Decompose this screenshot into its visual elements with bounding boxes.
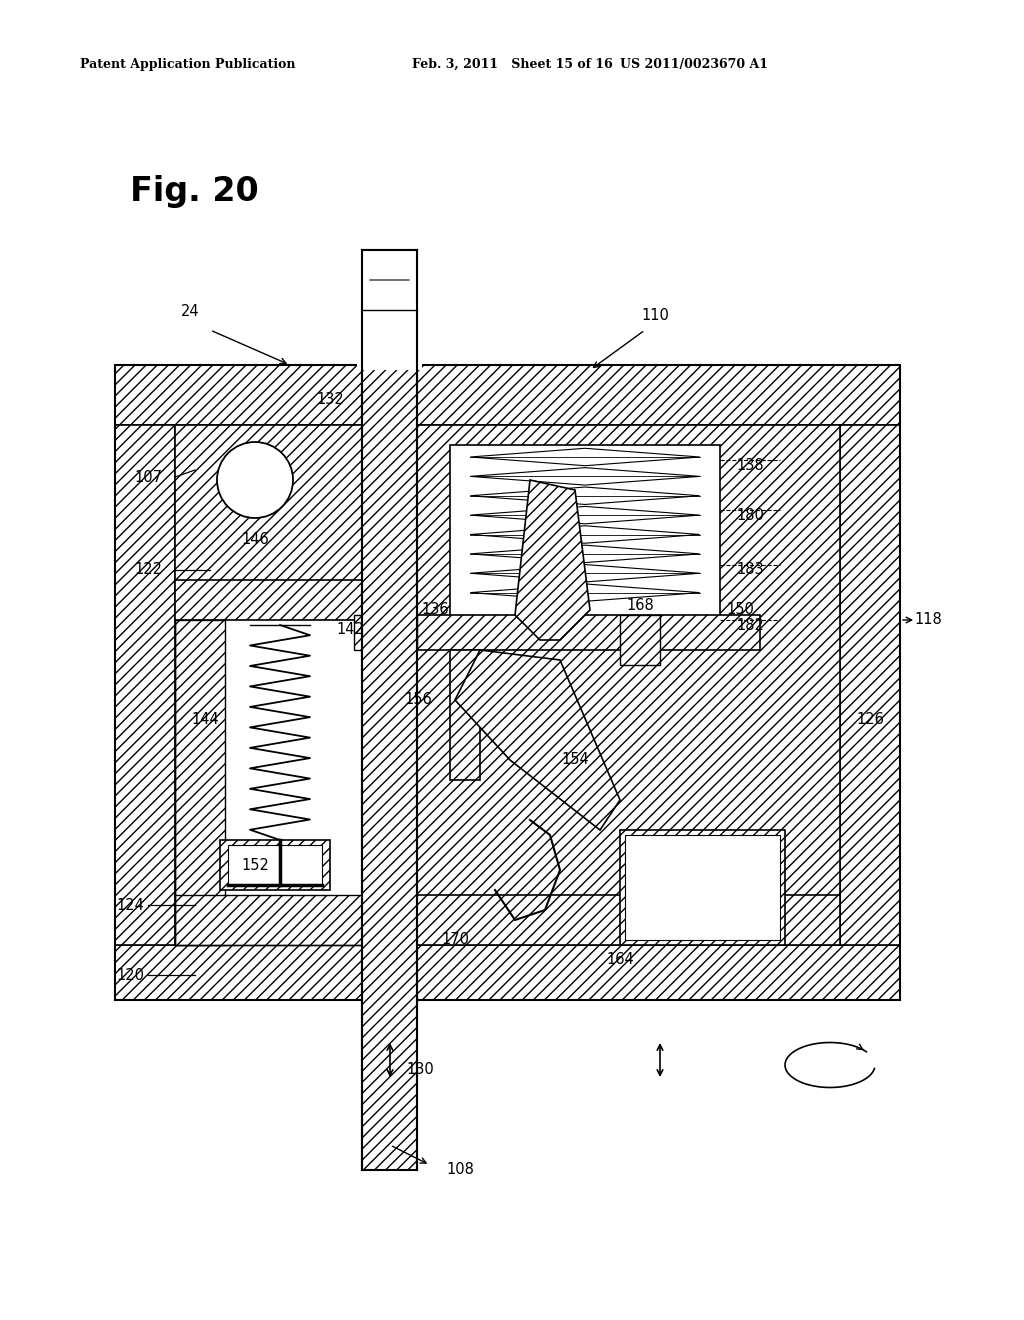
Bar — [354, 615, 417, 649]
Text: 168: 168 — [626, 598, 654, 612]
Text: Feb. 3, 2011   Sheet 15 of 16: Feb. 3, 2011 Sheet 15 of 16 — [412, 58, 612, 71]
Circle shape — [217, 442, 293, 517]
Bar — [362, 560, 392, 601]
Text: 136: 136 — [421, 602, 449, 618]
Polygon shape — [515, 480, 590, 640]
Bar — [417, 895, 840, 945]
Text: 152: 152 — [241, 858, 269, 873]
Bar — [450, 445, 720, 620]
Text: 164: 164 — [606, 953, 634, 968]
Bar — [175, 620, 362, 945]
Bar — [175, 620, 225, 945]
Text: 130: 130 — [407, 1063, 434, 1077]
Bar — [840, 425, 900, 945]
Bar — [115, 945, 900, 1001]
Text: 138: 138 — [736, 458, 764, 473]
Text: 183: 183 — [736, 562, 764, 578]
Text: 132: 132 — [316, 392, 344, 408]
Text: 146: 146 — [241, 532, 269, 548]
Text: 170: 170 — [441, 932, 469, 948]
Bar — [220, 840, 330, 890]
Bar — [362, 249, 417, 1170]
Polygon shape — [470, 525, 699, 544]
Bar — [620, 830, 785, 945]
Text: 144: 144 — [191, 713, 219, 727]
Text: 124: 124 — [116, 898, 144, 912]
Text: 24: 24 — [180, 305, 200, 319]
Polygon shape — [455, 649, 620, 830]
Text: 118: 118 — [914, 612, 942, 627]
Polygon shape — [470, 565, 699, 582]
Bar — [620, 615, 660, 665]
Text: 122: 122 — [134, 562, 162, 578]
Bar — [175, 425, 362, 601]
Text: 156: 156 — [404, 693, 432, 708]
Text: 154: 154 — [561, 752, 589, 767]
Bar — [228, 845, 322, 884]
Text: 126: 126 — [856, 713, 884, 727]
Bar — [115, 425, 175, 945]
Bar — [357, 249, 422, 370]
Text: 182: 182 — [736, 618, 764, 632]
Bar — [625, 836, 780, 940]
Text: US 2011/0023670 A1: US 2011/0023670 A1 — [620, 58, 768, 71]
Text: 107: 107 — [134, 470, 162, 484]
Bar — [115, 366, 900, 425]
Text: 110: 110 — [641, 308, 669, 322]
Polygon shape — [470, 467, 699, 484]
Bar — [175, 895, 362, 945]
Text: 180: 180 — [736, 507, 764, 523]
Bar — [175, 579, 417, 620]
Bar — [417, 425, 840, 945]
Bar — [450, 649, 480, 780]
Text: Fig. 20: Fig. 20 — [130, 176, 259, 209]
Polygon shape — [470, 487, 699, 504]
Bar — [417, 615, 760, 649]
Text: 150: 150 — [726, 602, 754, 618]
Text: 120: 120 — [116, 968, 144, 982]
Polygon shape — [470, 545, 699, 562]
Text: 108: 108 — [446, 1163, 474, 1177]
Polygon shape — [470, 507, 699, 524]
Polygon shape — [470, 449, 699, 466]
Polygon shape — [470, 583, 699, 602]
Bar — [362, 249, 417, 1170]
Text: Patent Application Publication: Patent Application Publication — [80, 58, 296, 71]
Text: 142: 142 — [336, 623, 364, 638]
Bar — [115, 366, 900, 1001]
